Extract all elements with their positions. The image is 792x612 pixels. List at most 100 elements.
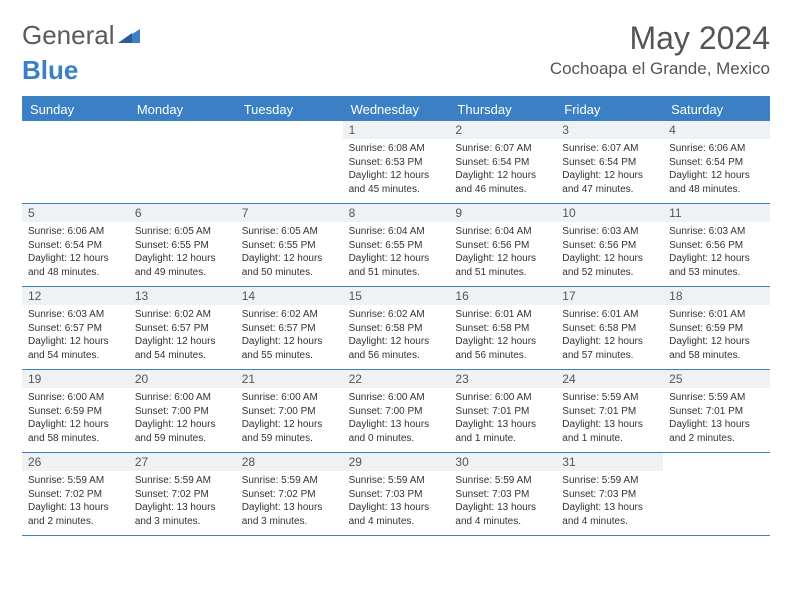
sunset-text: Sunset: 6:58 PM bbox=[562, 322, 657, 336]
day-number: 5 bbox=[22, 204, 129, 222]
day-details: Sunrise: 6:02 AMSunset: 6:57 PMDaylight:… bbox=[129, 305, 236, 365]
daylight-text-2: and 59 minutes. bbox=[135, 432, 230, 446]
day-number: 6 bbox=[129, 204, 236, 222]
calendar-cell: 30Sunrise: 5:59 AMSunset: 7:03 PMDayligh… bbox=[449, 453, 556, 535]
calendar: Sunday Monday Tuesday Wednesday Thursday… bbox=[22, 96, 770, 536]
day-number: 14 bbox=[236, 287, 343, 305]
daylight-text-1: Daylight: 13 hours bbox=[349, 501, 444, 515]
sunset-text: Sunset: 6:57 PM bbox=[135, 322, 230, 336]
day-header-friday: Friday bbox=[556, 98, 663, 121]
day-details: Sunrise: 6:04 AMSunset: 6:56 PMDaylight:… bbox=[449, 222, 556, 282]
calendar-cell: . bbox=[22, 121, 129, 203]
daylight-text-1: Daylight: 12 hours bbox=[455, 169, 550, 183]
sunset-text: Sunset: 7:03 PM bbox=[562, 488, 657, 502]
sunrise-text: Sunrise: 6:07 AM bbox=[562, 142, 657, 156]
sunset-text: Sunset: 7:00 PM bbox=[135, 405, 230, 419]
sunrise-text: Sunrise: 5:59 AM bbox=[242, 474, 337, 488]
day-number: 15 bbox=[343, 287, 450, 305]
daylight-text-1: Daylight: 12 hours bbox=[242, 335, 337, 349]
sunrise-text: Sunrise: 6:05 AM bbox=[242, 225, 337, 239]
daylight-text-1: Daylight: 13 hours bbox=[28, 501, 123, 515]
day-number: 1 bbox=[343, 121, 450, 139]
sunrise-text: Sunrise: 6:05 AM bbox=[135, 225, 230, 239]
sunset-text: Sunset: 7:02 PM bbox=[28, 488, 123, 502]
sunrise-text: Sunrise: 6:08 AM bbox=[349, 142, 444, 156]
day-details: Sunrise: 6:06 AMSunset: 6:54 PMDaylight:… bbox=[663, 139, 770, 199]
day-details: Sunrise: 6:03 AMSunset: 6:56 PMDaylight:… bbox=[663, 222, 770, 282]
day-number: 18 bbox=[663, 287, 770, 305]
sunset-text: Sunset: 7:03 PM bbox=[349, 488, 444, 502]
daylight-text-1: Daylight: 12 hours bbox=[135, 252, 230, 266]
sunset-text: Sunset: 6:56 PM bbox=[455, 239, 550, 253]
sunset-text: Sunset: 6:56 PM bbox=[562, 239, 657, 253]
day-number: 4 bbox=[663, 121, 770, 139]
sunset-text: Sunset: 6:54 PM bbox=[28, 239, 123, 253]
day-number: 23 bbox=[449, 370, 556, 388]
sunrise-text: Sunrise: 5:59 AM bbox=[349, 474, 444, 488]
day-header-row: Sunday Monday Tuesday Wednesday Thursday… bbox=[22, 98, 770, 121]
calendar-cell: 29Sunrise: 5:59 AMSunset: 7:03 PMDayligh… bbox=[343, 453, 450, 535]
calendar-cell: 7Sunrise: 6:05 AMSunset: 6:55 PMDaylight… bbox=[236, 204, 343, 286]
day-details: Sunrise: 6:00 AMSunset: 7:00 PMDaylight:… bbox=[129, 388, 236, 448]
calendar-cell: 11Sunrise: 6:03 AMSunset: 6:56 PMDayligh… bbox=[663, 204, 770, 286]
calendar-cell: 10Sunrise: 6:03 AMSunset: 6:56 PMDayligh… bbox=[556, 204, 663, 286]
daylight-text-2: and 47 minutes. bbox=[562, 183, 657, 197]
daylight-text-2: and 50 minutes. bbox=[242, 266, 337, 280]
daylight-text-2: and 52 minutes. bbox=[562, 266, 657, 280]
sunset-text: Sunset: 6:58 PM bbox=[455, 322, 550, 336]
day-details: Sunrise: 5:59 AMSunset: 7:02 PMDaylight:… bbox=[129, 471, 236, 531]
sunset-text: Sunset: 7:01 PM bbox=[455, 405, 550, 419]
daylight-text-2: and 1 minute. bbox=[455, 432, 550, 446]
daylight-text-2: and 56 minutes. bbox=[349, 349, 444, 363]
sunrise-text: Sunrise: 6:07 AM bbox=[455, 142, 550, 156]
sunset-text: Sunset: 6:55 PM bbox=[135, 239, 230, 253]
daylight-text-2: and 1 minute. bbox=[562, 432, 657, 446]
week-row: ...1Sunrise: 6:08 AMSunset: 6:53 PMDayli… bbox=[22, 121, 770, 204]
sunrise-text: Sunrise: 6:01 AM bbox=[455, 308, 550, 322]
calendar-cell: 23Sunrise: 6:00 AMSunset: 7:01 PMDayligh… bbox=[449, 370, 556, 452]
daylight-text-2: and 54 minutes. bbox=[135, 349, 230, 363]
day-number: 17 bbox=[556, 287, 663, 305]
day-details: Sunrise: 6:07 AMSunset: 6:54 PMDaylight:… bbox=[449, 139, 556, 199]
sunrise-text: Sunrise: 5:59 AM bbox=[669, 391, 764, 405]
daylight-text-1: Daylight: 13 hours bbox=[135, 501, 230, 515]
daylight-text-2: and 2 minutes. bbox=[669, 432, 764, 446]
daylight-text-2: and 49 minutes. bbox=[135, 266, 230, 280]
calendar-cell: 15Sunrise: 6:02 AMSunset: 6:58 PMDayligh… bbox=[343, 287, 450, 369]
daylight-text-1: Daylight: 12 hours bbox=[349, 335, 444, 349]
day-header-thursday: Thursday bbox=[449, 98, 556, 121]
daylight-text-1: Daylight: 13 hours bbox=[562, 418, 657, 432]
daylight-text-1: Daylight: 12 hours bbox=[562, 335, 657, 349]
week-row: 19Sunrise: 6:00 AMSunset: 6:59 PMDayligh… bbox=[22, 370, 770, 453]
daylight-text-2: and 57 minutes. bbox=[562, 349, 657, 363]
day-number: 21 bbox=[236, 370, 343, 388]
month-title: May 2024 bbox=[550, 20, 770, 57]
daylight-text-2: and 0 minutes. bbox=[349, 432, 444, 446]
daylight-text-1: Daylight: 12 hours bbox=[349, 169, 444, 183]
day-number: 25 bbox=[663, 370, 770, 388]
calendar-cell: 28Sunrise: 5:59 AMSunset: 7:02 PMDayligh… bbox=[236, 453, 343, 535]
day-number: 27 bbox=[129, 453, 236, 471]
day-header-sunday: Sunday bbox=[22, 98, 129, 121]
week-row: 5Sunrise: 6:06 AMSunset: 6:54 PMDaylight… bbox=[22, 204, 770, 287]
calendar-cell: 26Sunrise: 5:59 AMSunset: 7:02 PMDayligh… bbox=[22, 453, 129, 535]
day-details: Sunrise: 6:02 AMSunset: 6:57 PMDaylight:… bbox=[236, 305, 343, 365]
daylight-text-2: and 45 minutes. bbox=[349, 183, 444, 197]
daylight-text-1: Daylight: 13 hours bbox=[242, 501, 337, 515]
sunset-text: Sunset: 6:56 PM bbox=[669, 239, 764, 253]
daylight-text-1: Daylight: 12 hours bbox=[349, 252, 444, 266]
calendar-cell: 9Sunrise: 6:04 AMSunset: 6:56 PMDaylight… bbox=[449, 204, 556, 286]
daylight-text-2: and 56 minutes. bbox=[455, 349, 550, 363]
daylight-text-1: Daylight: 12 hours bbox=[562, 252, 657, 266]
sunset-text: Sunset: 6:55 PM bbox=[242, 239, 337, 253]
day-number: 13 bbox=[129, 287, 236, 305]
day-number: 8 bbox=[343, 204, 450, 222]
sunrise-text: Sunrise: 6:02 AM bbox=[135, 308, 230, 322]
daylight-text-2: and 2 minutes. bbox=[28, 515, 123, 529]
sunrise-text: Sunrise: 5:59 AM bbox=[135, 474, 230, 488]
day-number: 12 bbox=[22, 287, 129, 305]
day-details: Sunrise: 5:59 AMSunset: 7:03 PMDaylight:… bbox=[449, 471, 556, 531]
day-number: 26 bbox=[22, 453, 129, 471]
day-details: Sunrise: 6:03 AMSunset: 6:56 PMDaylight:… bbox=[556, 222, 663, 282]
day-number: 2 bbox=[449, 121, 556, 139]
